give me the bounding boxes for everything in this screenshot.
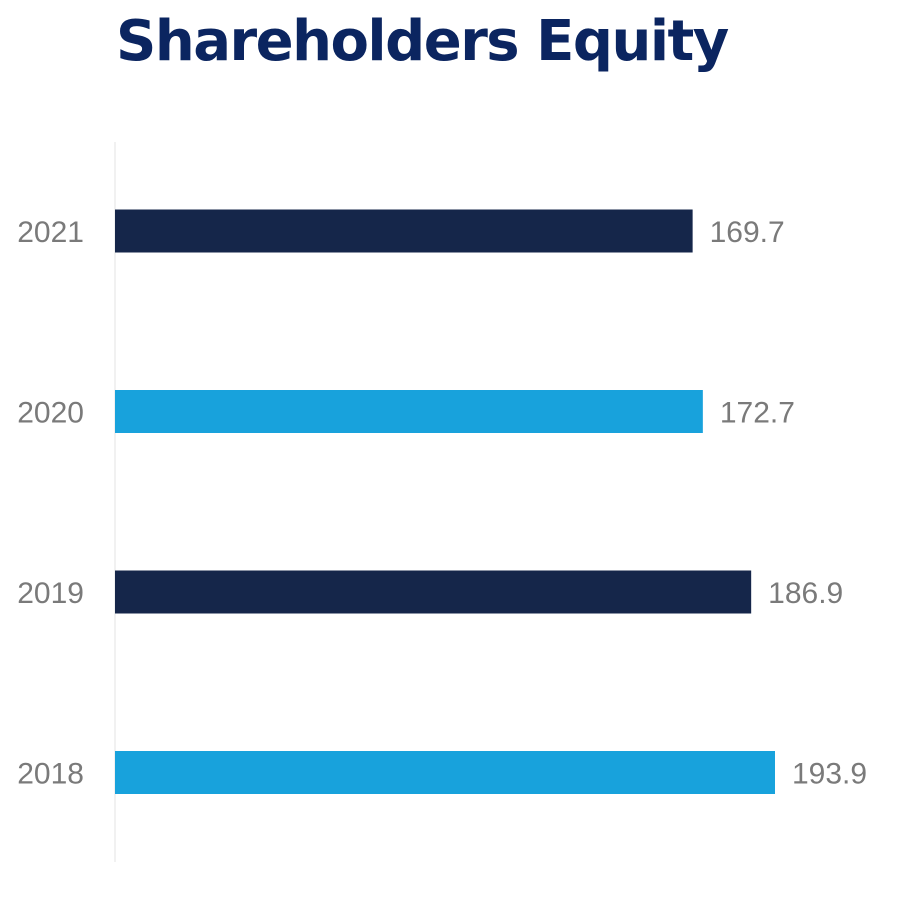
tick-label-2019: 2019 xyxy=(17,577,84,610)
chart-title: Shareholders Equity xyxy=(116,9,729,74)
bar-2020 xyxy=(115,390,703,433)
tick-label-2021: 2021 xyxy=(17,216,84,249)
tick-label-2018: 2018 xyxy=(17,758,84,791)
value-label-2021: 169.7 xyxy=(710,216,785,249)
bar-2018 xyxy=(115,751,775,794)
bar-2021 xyxy=(115,209,693,253)
value-label-2020: 172.7 xyxy=(720,397,795,430)
tick-label-2020: 2020 xyxy=(17,397,84,430)
bar-2019 xyxy=(115,570,752,614)
value-label-2018: 193.9 xyxy=(792,758,867,791)
value-label-2019: 186.9 xyxy=(768,577,843,610)
